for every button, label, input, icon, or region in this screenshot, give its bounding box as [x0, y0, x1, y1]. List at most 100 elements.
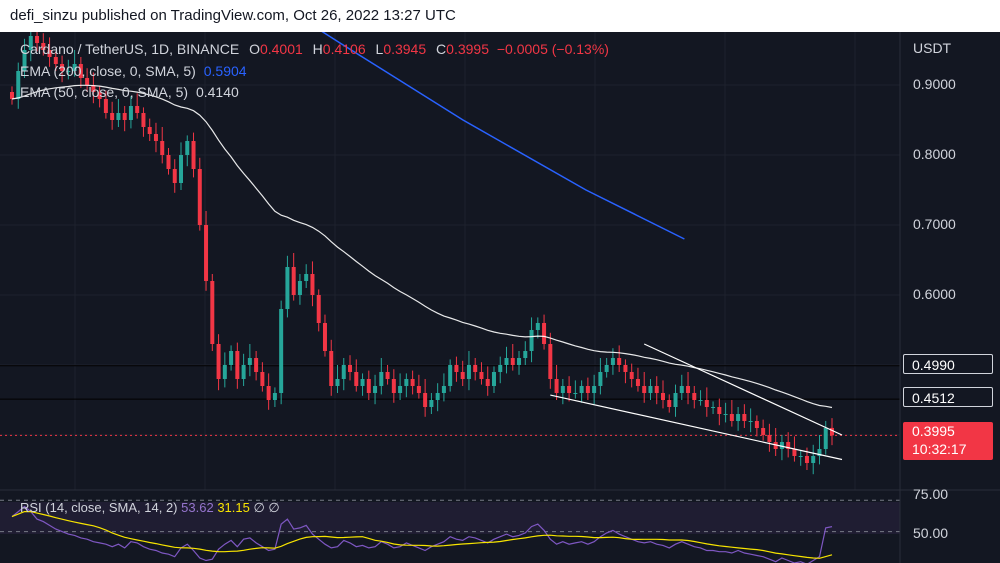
candle-body [385, 372, 390, 379]
candle-body [85, 78, 90, 85]
candle-body [704, 400, 709, 407]
candle-body [91, 85, 96, 92]
candle-body [767, 435, 772, 442]
ema50-label: EMA (50, close, 0, SMA, 5) [20, 84, 189, 100]
candle-body [786, 442, 791, 449]
candle-body [535, 323, 540, 330]
candle-body [110, 113, 115, 120]
y-tick-label: 0.9000 [913, 76, 956, 92]
candle-body [147, 127, 152, 134]
candle-body [523, 351, 528, 358]
candle-body [510, 358, 515, 365]
candle-body [560, 386, 565, 393]
candle-body [448, 365, 453, 386]
candle-body [623, 365, 628, 372]
candle-body [773, 442, 778, 449]
publish-line: defi_sinzu published on TradingView.com,… [10, 7, 456, 24]
candle-body [529, 330, 534, 351]
rsi-band [0, 502, 900, 534]
change-value: −0.0005 (−0.13%) [496, 41, 609, 57]
candle-body [504, 358, 509, 365]
candle-body [629, 372, 634, 379]
candle-body [610, 358, 615, 365]
candle-body [297, 281, 302, 295]
high-value: 0.4106 [322, 41, 366, 57]
candle-body [416, 386, 421, 393]
candle-body [798, 456, 803, 457]
candle-body [191, 141, 196, 169]
high-label: H [312, 41, 323, 57]
y-tick-label: 0.7000 [913, 216, 956, 232]
candle-body [792, 449, 797, 456]
low-label: L [375, 41, 384, 57]
candle-body [103, 99, 108, 113]
candle-body [648, 386, 653, 393]
candle-body [348, 365, 353, 372]
candle-body [679, 386, 684, 393]
candle-body [16, 71, 21, 99]
ohlc-legend: Cardano / TetherUS, 1D, BINANCE O0.4001 … [20, 41, 609, 57]
candle-body [373, 386, 378, 393]
candle-body [379, 372, 384, 386]
candle-body [260, 372, 265, 386]
candle-body [185, 141, 190, 155]
candle-body [592, 386, 597, 393]
candle-body [579, 386, 584, 393]
level-tag-1: 0.4512 [903, 387, 993, 407]
rsi-tick-label: 50.00 [913, 525, 949, 541]
ema50-value: 0.4140 [195, 84, 239, 100]
chart-background [0, 32, 1000, 563]
candle-body [585, 386, 590, 393]
candle-body [454, 365, 459, 372]
candle-body [598, 372, 603, 386]
candle-body [254, 358, 259, 372]
candle-body [410, 379, 415, 386]
open-value: 0.4001 [259, 41, 303, 57]
candle-body [441, 386, 446, 393]
candle-body [10, 92, 14, 99]
candle-body [116, 113, 121, 120]
candle-body [604, 365, 609, 372]
candle-body [823, 427, 828, 449]
price-chart[interactable] [0, 32, 1000, 563]
candle-body [316, 295, 321, 323]
candle-body [391, 379, 396, 393]
candle-body [335, 379, 340, 386]
candle-body [28, 36, 33, 50]
candle-body [548, 344, 553, 379]
candle-body [711, 407, 716, 408]
candle-body [179, 155, 184, 183]
candle-body [47, 50, 52, 57]
candle-body [460, 372, 465, 379]
rsi-lines [0, 499, 900, 563]
candle-body [717, 407, 722, 414]
candle-body [322, 323, 327, 351]
rsi-value: 53.62 [181, 500, 214, 515]
candle-body [642, 386, 647, 393]
candle-body [285, 267, 290, 309]
candle-body [135, 106, 140, 113]
y-tick-label: 0.6000 [913, 286, 956, 302]
candle-body [423, 393, 428, 407]
candle-body [404, 379, 409, 386]
candle-body [72, 64, 77, 71]
candle-body [479, 372, 484, 379]
ema200-label: EMA (200, close, 0, SMA, 5) [20, 63, 196, 79]
candle-body [817, 449, 822, 456]
candle-body [204, 225, 209, 281]
symbol-label: Cardano / TetherUS, 1D, BINANCE [20, 41, 240, 57]
candle-body [660, 393, 665, 400]
candle-body [779, 442, 784, 449]
candle-body [761, 428, 766, 435]
close-value: 0.3995 [446, 41, 489, 57]
candle-body [197, 169, 202, 225]
candle-body [729, 414, 734, 421]
rsi-tick-label: 75.00 [913, 486, 949, 502]
candle-body [304, 274, 309, 281]
candles [10, 32, 834, 475]
candle-body [310, 274, 315, 295]
candle-body [748, 421, 753, 422]
candle-body [166, 155, 171, 169]
candle-body [830, 427, 834, 436]
last-price-tag: 0.3995 10:32:17 [903, 422, 993, 460]
